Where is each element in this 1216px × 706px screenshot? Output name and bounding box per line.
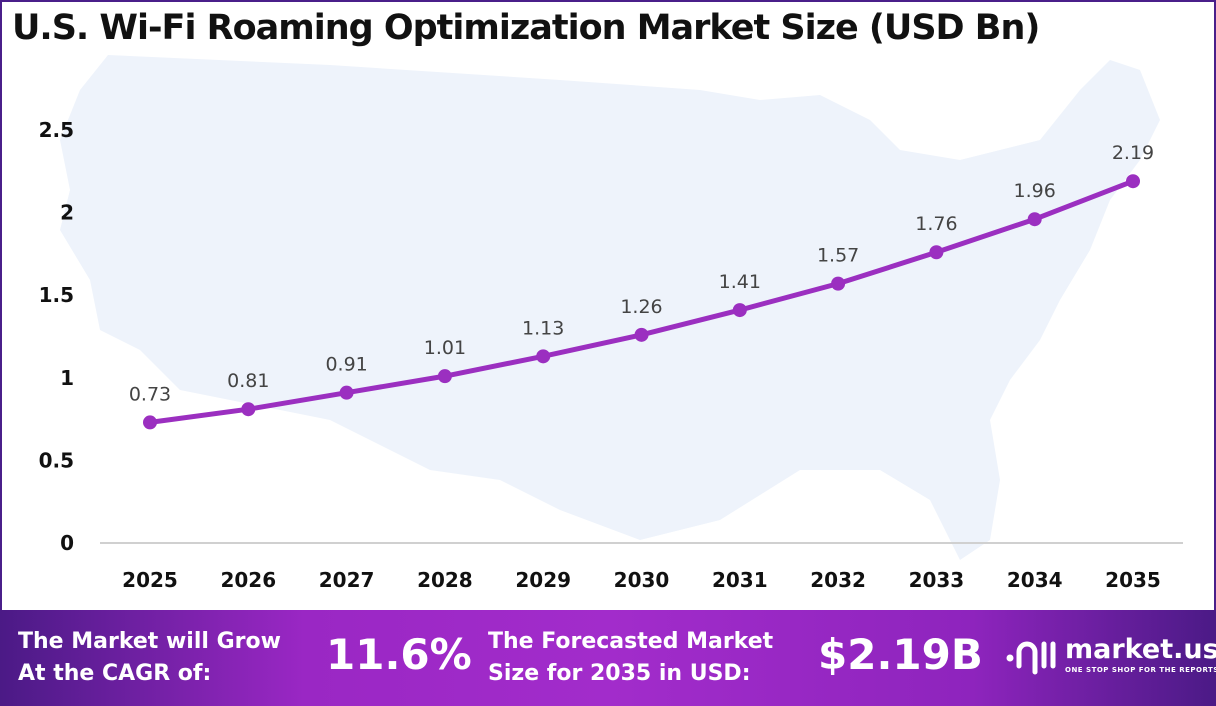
data-label: 1.41 xyxy=(719,271,761,293)
data-label: 0.73 xyxy=(129,383,171,405)
data-point xyxy=(241,402,256,417)
y-tick-label: 0.5 xyxy=(39,448,74,472)
market-us-logo-icon xyxy=(1006,641,1056,675)
data-label: 1.13 xyxy=(522,317,564,339)
data-point xyxy=(339,385,354,400)
data-label: 2.19 xyxy=(1112,142,1154,164)
data-point xyxy=(634,327,649,342)
chart-title: U.S. Wi-Fi Roaming Optimization Market S… xyxy=(12,8,1040,48)
logo-tagline: ONE STOP SHOP FOR THE REPORTS xyxy=(1065,666,1216,674)
x-tick-label: 2034 xyxy=(1007,568,1063,592)
x-tick-label: 2029 xyxy=(515,568,571,592)
data-point xyxy=(536,349,551,364)
cagr-label-line1: The Market will Grow xyxy=(18,629,281,654)
data-point xyxy=(1027,212,1042,227)
data-point xyxy=(1126,174,1140,189)
forecast-value: $2.19B xyxy=(818,630,983,679)
x-tick-label: 2027 xyxy=(319,568,375,592)
data-point xyxy=(831,276,846,291)
forecast-label: The Forecasted Market Size for 2035 in U… xyxy=(488,626,773,690)
x-tick-label: 2028 xyxy=(417,568,473,592)
data-label: 1.57 xyxy=(817,245,859,267)
market-us-logo: market.us ONE STOP SHOP FOR THE REPORTS xyxy=(1005,634,1216,682)
x-tick-label: 2033 xyxy=(909,568,965,592)
line-chart: 0 0.5 1 1.5 2 2.5 2025 2026 2027 2028 2029 2030 203… xyxy=(39,55,1183,592)
x-tick-label: 2031 xyxy=(712,568,768,592)
y-tick-label: 2 xyxy=(60,201,74,225)
forecast-label-line1: The Forecasted Market xyxy=(488,629,774,654)
data-label: 0.91 xyxy=(325,354,367,376)
x-tick-label: 2035 xyxy=(1105,568,1161,592)
data-label: 1.76 xyxy=(915,213,957,235)
data-label: 1.96 xyxy=(1014,180,1056,202)
us-map-background xyxy=(60,55,1160,560)
cagr-value: 11.6% xyxy=(326,630,472,679)
x-tick-label: 2032 xyxy=(810,568,866,592)
y-tick-label: 1 xyxy=(60,366,74,390)
forecast-label-line2: Size for 2035 in USD: xyxy=(488,661,751,686)
data-point xyxy=(732,303,747,318)
data-label: 0.81 xyxy=(227,370,269,392)
data-point xyxy=(929,245,944,260)
x-tick-label: 2030 xyxy=(614,568,670,592)
x-tick-label: 2026 xyxy=(220,568,276,592)
cagr-label-line2: At the CAGR of: xyxy=(18,661,212,686)
logo-name: market.us xyxy=(1065,634,1216,665)
cagr-label: The Market will Grow At the CAGR of: xyxy=(18,626,281,690)
data-point xyxy=(143,415,157,430)
y-tick-label: 2.5 xyxy=(39,118,74,142)
data-label: 1.01 xyxy=(424,337,466,359)
y-tick-label: 0 xyxy=(60,531,74,555)
x-tick-label: 2025 xyxy=(122,568,178,592)
data-point xyxy=(437,369,452,384)
footer-banner: The Market will Grow At the CAGR of: 11.… xyxy=(0,610,1216,706)
data-label: 1.26 xyxy=(620,296,662,318)
y-tick-label: 1.5 xyxy=(39,283,74,307)
